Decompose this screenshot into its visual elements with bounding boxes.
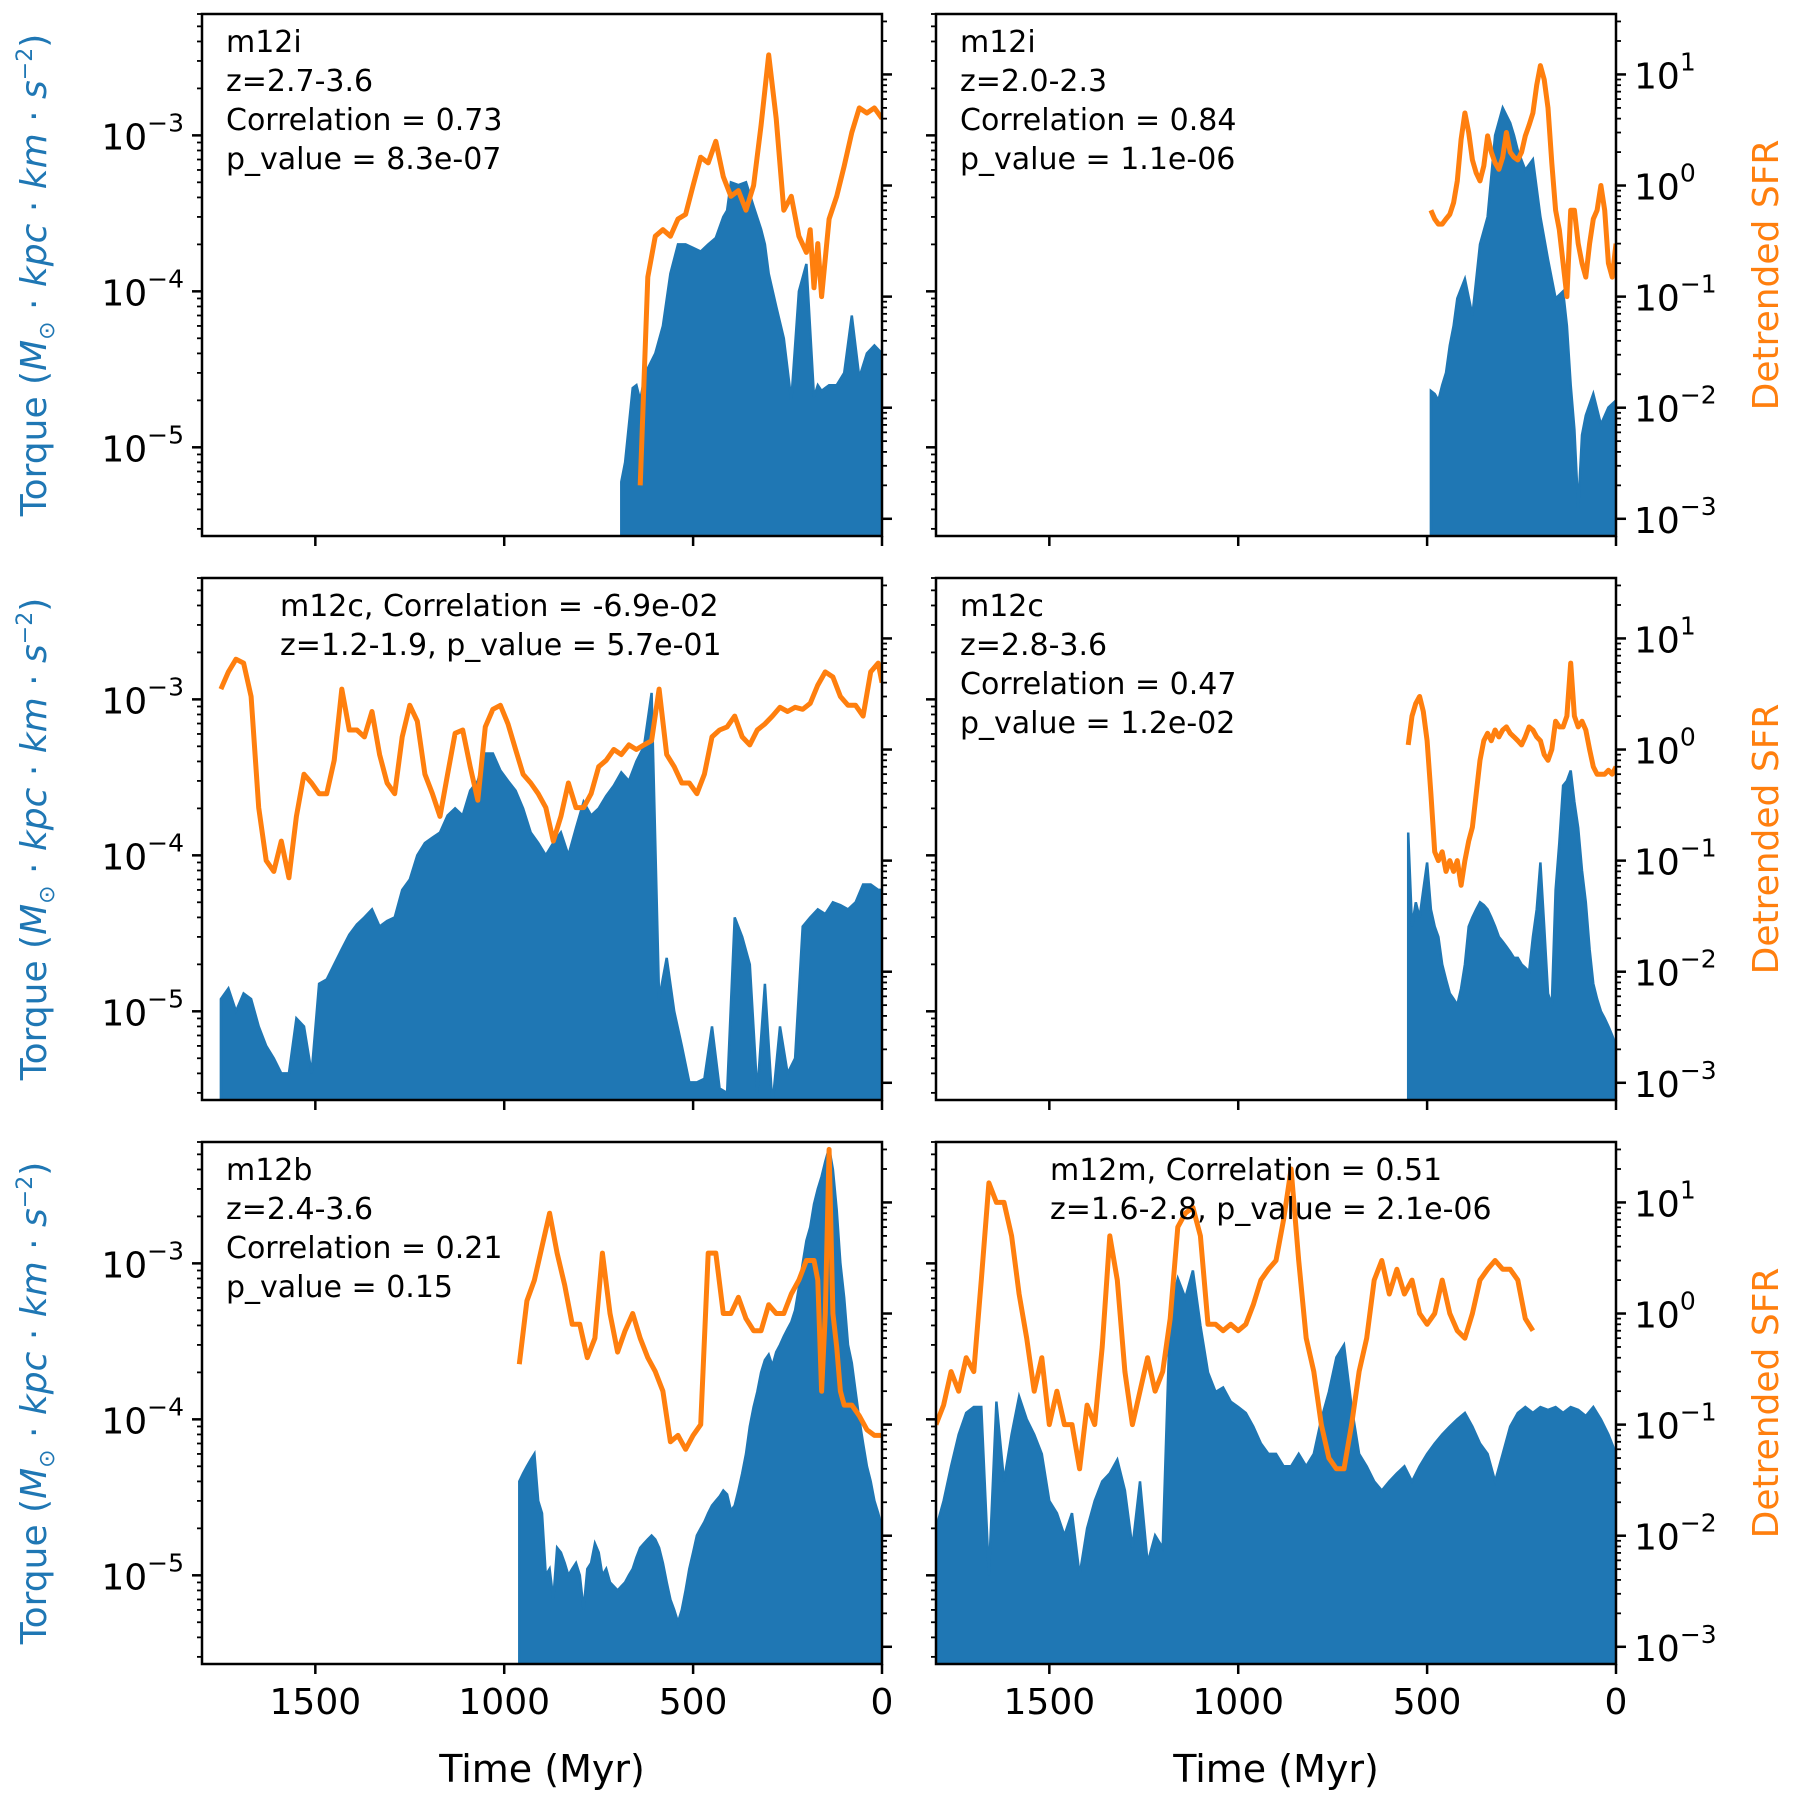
torque-area [219, 692, 882, 1100]
annotation-line: z=2.4-3.6 [226, 1192, 373, 1227]
annotation-line: z=2.0-2.3 [960, 64, 1107, 99]
right-tick-label: 10−1 [1634, 1398, 1717, 1448]
x-tick-label: 1500 [270, 1682, 362, 1723]
sfr-line [1428, 63, 1616, 300]
annotation-line: z=2.7-3.6 [226, 64, 373, 99]
right-tick-label: 10−1 [1634, 834, 1717, 884]
left-tick-label: 10−5 [101, 1548, 184, 1598]
right-tick-label: 100 [1634, 723, 1696, 773]
sfr-line [1405, 660, 1616, 888]
panel-2: 10−5 10−4 10−3 m12c, Correlation = -6.9e-02… [101, 576, 892, 1110]
sfr-line [637, 52, 882, 486]
x-tick-label: 500 [1393, 1682, 1462, 1723]
sfr-axis-label: Detrended SFR [1746, 1268, 1787, 1539]
left-tick-label: 10−3 [101, 108, 184, 158]
panel-3: 10−3 10−2 10−1 100 101 m12c z=2.8-3.6 Correlati… [926, 576, 1717, 1110]
annotation-line: m12m, Correlation = 0.51 [1050, 1153, 1442, 1188]
right-tick-label: 100 [1634, 1287, 1696, 1337]
sfr-axis-label: Detrended SFR [1746, 704, 1787, 975]
annotation-line: Correlation = 0.84 [960, 103, 1236, 138]
panels: 10−5 10−4 10−3 m12i z=2.7-3.6 Correlation = 0… [101, 12, 1717, 1723]
x-tick-label: 500 [659, 1682, 728, 1723]
left-tick-label: 10−5 [101, 984, 184, 1034]
right-tick-label: 10−2 [1634, 945, 1717, 995]
left-tick-label: 10−3 [101, 672, 184, 722]
right-tick-label: 10−1 [1634, 270, 1717, 320]
plot-area [1405, 660, 1616, 1100]
right-tick-label: 101 [1634, 611, 1696, 661]
annotation-line: m12i [960, 25, 1036, 60]
axis-labels: Torque (M⊙ · kpc · km · s−2) Torque (M⊙ ·… [13, 34, 1787, 1791]
torque-area [1406, 770, 1616, 1100]
x-tick-label: 1500 [1004, 1682, 1096, 1723]
annotation-line: p_value = 1.2e-02 [960, 706, 1235, 741]
panel-4: 10−5 10−4 10−3 1500 1000 500 0 m12b z=2.4-3.6 Cor… [101, 1140, 894, 1723]
panel-5: 10−3 10−2 10−1 100 101 1500 1000 500 0 m12m, Corr… [926, 1140, 1717, 1723]
sfr-line [516, 1146, 882, 1452]
x-tick-label: 1000 [1192, 1682, 1284, 1723]
panel-0: 10−5 10−4 10−3 m12i z=2.7-3.6 Correlation = 0… [101, 12, 892, 546]
axes-frame [934, 12, 1618, 538]
axes-frame [200, 12, 884, 538]
right-tick-label: 101 [1634, 1175, 1696, 1225]
torque-area [620, 180, 882, 536]
sfr-line [936, 1166, 1536, 1472]
right-tick-label: 100 [1634, 159, 1696, 209]
plot-area [936, 1166, 1616, 1664]
time-axis-label: Time (Myr) [1172, 1747, 1379, 1791]
x-tick-label: 0 [871, 1682, 894, 1723]
left-tick-label: 10−5 [101, 420, 184, 470]
annotation-line: z=2.8-3.6 [960, 628, 1107, 663]
panel-1: 10−3 10−2 10−1 100 101 m12i z=2.0-2.3 Correlati… [926, 12, 1717, 546]
plot-area [620, 52, 882, 536]
sfr-axis-label: Detrended SFR [1746, 140, 1787, 411]
annotation-line: Correlation = 0.73 [226, 103, 502, 138]
torque-area [936, 1270, 1616, 1664]
annotation-line: m12i [226, 25, 302, 60]
annotation-line: z=1.6-2.8, p_value = 2.1e-06 [1050, 1192, 1492, 1227]
axes-frame [200, 1140, 884, 1666]
sfr-line [218, 656, 882, 881]
left-tick-label: 10−3 [101, 1236, 184, 1286]
right-tick-label: 10−2 [1634, 1509, 1717, 1559]
left-tick-label: 10−4 [101, 264, 184, 314]
torque-axis-label: Torque (M⊙ · kpc · km · s−2) [13, 598, 60, 1082]
axes-frame [934, 576, 1618, 1102]
torque-axis-label: Torque (M⊙ · kpc · km · s−2) [13, 1162, 60, 1646]
x-tick-label: 0 [1605, 1682, 1628, 1723]
annotation-line: Correlation = 0.47 [960, 667, 1236, 702]
plot-area [516, 1146, 882, 1664]
time-axis-label: Time (Myr) [438, 1747, 645, 1791]
axes-frame [200, 576, 884, 1102]
x-tick-label: 1000 [458, 1682, 550, 1723]
annotation-line: m12c [960, 589, 1044, 624]
torque-axis-label: Torque (M⊙ · kpc · km · s−2) [13, 34, 60, 518]
left-tick-label: 10−4 [101, 828, 184, 878]
annotation-line: m12c, Correlation = -6.9e-02 [280, 589, 719, 624]
annotation-line: p_value = 0.15 [226, 1270, 453, 1305]
left-tick-label: 10−4 [101, 1392, 184, 1442]
torque-area [1429, 104, 1616, 536]
plot-area [1428, 63, 1616, 536]
annotation-line: p_value = 1.1e-06 [960, 142, 1235, 177]
annotation-line: m12b [226, 1153, 312, 1188]
annotation-line: Correlation = 0.21 [226, 1231, 502, 1266]
annotation-line: z=1.2-1.9, p_value = 5.7e-01 [280, 628, 722, 663]
right-tick-label: 10−3 [1634, 492, 1717, 542]
right-tick-label: 10−3 [1634, 1056, 1717, 1106]
plot-area [218, 656, 882, 1100]
annotation-line: p_value = 8.3e-07 [226, 142, 501, 177]
right-tick-label: 10−2 [1634, 381, 1717, 431]
right-tick-label: 10−3 [1634, 1620, 1717, 1670]
right-tick-label: 101 [1634, 47, 1696, 97]
axes-frame [934, 1140, 1618, 1666]
